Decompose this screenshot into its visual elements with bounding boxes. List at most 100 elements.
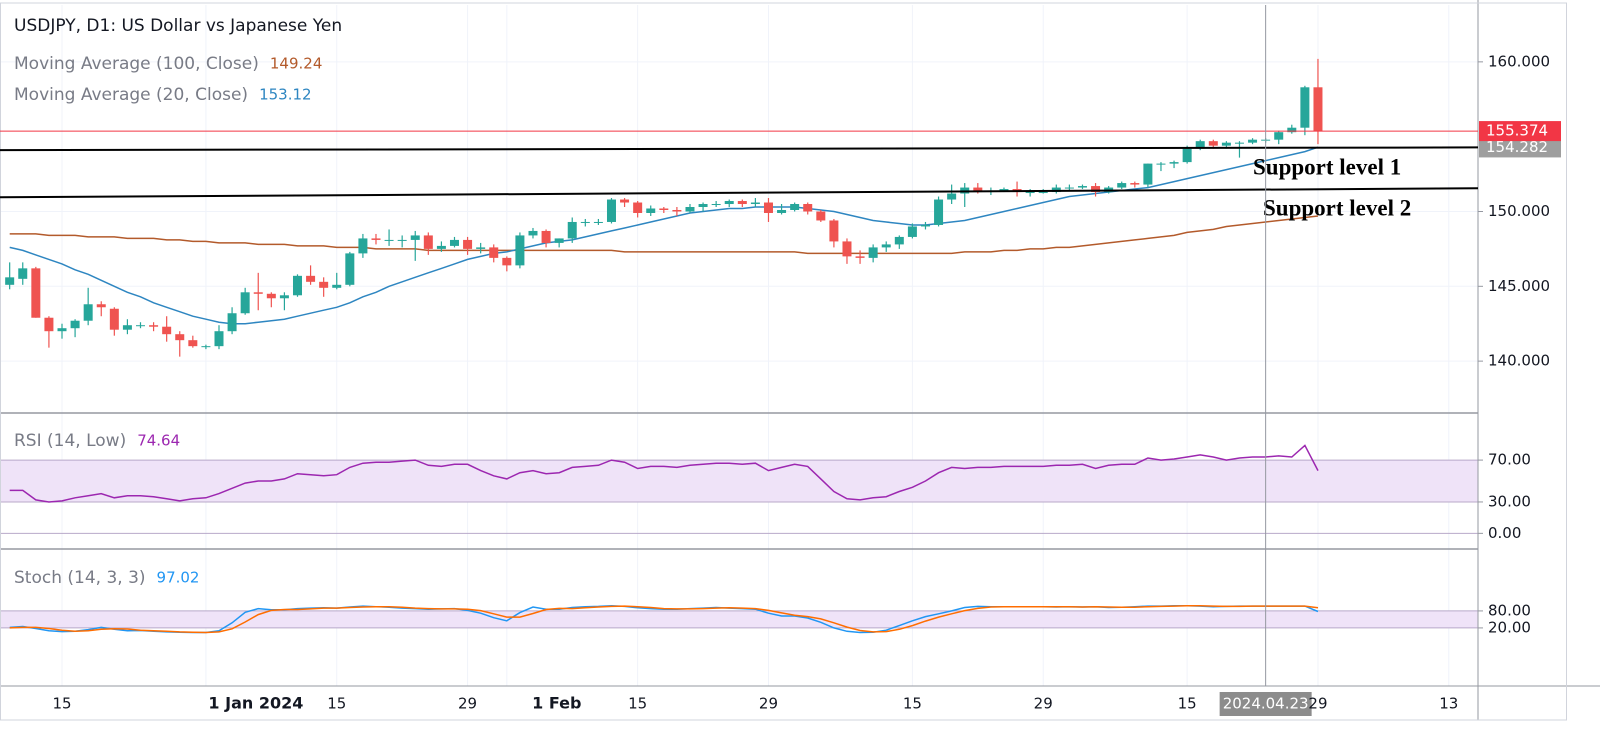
candle-body <box>423 235 433 249</box>
candle-body <box>894 236 904 245</box>
crosshair-label: 2024.04.23 <box>1223 695 1309 713</box>
series-line <box>9 605 1319 634</box>
frame <box>0 2 1567 721</box>
candle-body <box>685 207 695 212</box>
y-tick-label: 20.00 <box>1488 618 1531 636</box>
candle-body <box>934 199 944 225</box>
candle-body <box>476 247 486 249</box>
candle-body <box>332 284 342 288</box>
candle-body <box>580 221 590 223</box>
candle-body <box>345 253 355 285</box>
candle-body <box>175 334 185 341</box>
candle-body <box>5 277 15 285</box>
candle-body <box>1143 163 1153 185</box>
candle-body <box>319 281 329 288</box>
candle-body <box>1182 148 1192 163</box>
x-tick-label: 15 <box>52 695 71 713</box>
y-tick-label: 150.000 <box>1488 202 1550 220</box>
candle-body <box>515 235 525 266</box>
candle-body <box>96 304 106 308</box>
candle-body <box>162 326 172 335</box>
candle-body <box>1130 183 1140 185</box>
candle-body <box>737 201 747 205</box>
candle-body <box>1313 87 1323 132</box>
crosshair-label-bg <box>1219 692 1312 716</box>
candle-body <box>135 325 145 327</box>
legend-name: RSI (14, Low) <box>14 431 126 451</box>
candle-body <box>449 239 459 246</box>
candle-body <box>567 221 577 239</box>
x-tick-label: 29 <box>759 695 778 713</box>
candle-body <box>1248 139 1258 143</box>
panes <box>0 5 1478 686</box>
candle-body <box>201 346 211 348</box>
chart-title: USDJPY, D1: US Dollar vs Japanese Yen <box>14 16 342 36</box>
candle-body <box>410 235 420 240</box>
candle-body <box>1156 163 1166 165</box>
band <box>0 610 1478 628</box>
candle-body <box>541 230 551 243</box>
candle-body <box>57 328 67 332</box>
candle-body <box>803 204 813 212</box>
candle-body <box>502 257 512 266</box>
candle-body <box>947 193 957 200</box>
candle-body <box>920 224 930 227</box>
candle-body <box>149 325 159 327</box>
candle-body <box>279 295 289 299</box>
candle-body <box>881 244 891 248</box>
candle-body <box>1091 186 1101 193</box>
x-tick-label: 15 <box>903 695 922 713</box>
x-tick-label: 29 <box>1034 695 1053 713</box>
x-tick-label: 29 <box>1308 695 1327 713</box>
candle-body <box>606 199 616 222</box>
candle-body <box>70 320 80 329</box>
candle-body <box>384 239 394 241</box>
candle-body <box>698 204 708 208</box>
candle-body <box>1274 132 1284 140</box>
candle-body <box>371 238 381 240</box>
y-tick-label: 160.000 <box>1488 52 1550 70</box>
y-tick-label: 80.00 <box>1488 601 1531 619</box>
candle-body <box>855 256 865 258</box>
candle-body <box>842 241 852 257</box>
candle-body <box>463 239 473 249</box>
current-price-bg <box>1479 121 1561 142</box>
x-tick-label: 13 <box>1439 695 1458 713</box>
candle-body <box>1169 162 1179 164</box>
legend-value: 97.02 <box>157 569 200 587</box>
candle-body <box>122 325 132 330</box>
candle-body <box>18 268 28 279</box>
candle-body <box>620 199 630 203</box>
x-tick-label: 29 <box>458 695 477 713</box>
candle-body <box>724 201 734 205</box>
candle-body <box>829 220 839 242</box>
candle-body <box>109 308 119 330</box>
y-tick-label: 140.000 <box>1488 352 1550 370</box>
candle-body <box>1208 141 1218 146</box>
candle-body <box>1064 187 1074 189</box>
legend-name: Stoch (14, 3, 3) <box>14 568 146 588</box>
series-line <box>9 215 1319 255</box>
candle-body <box>528 230 538 236</box>
candle-body <box>292 275 302 296</box>
candle-body <box>214 331 224 347</box>
candle-body <box>188 340 198 347</box>
legend-value: 153.12 <box>259 86 312 104</box>
candle-body <box>593 221 603 223</box>
x-tick-label: 15 <box>1178 695 1197 713</box>
candle-body <box>646 208 656 213</box>
band <box>0 460 1478 502</box>
series-line <box>9 444 1319 503</box>
y-tick-label: 145.000 <box>1488 277 1550 295</box>
support-label: Support level 2 <box>1263 196 1411 221</box>
legend-value: 74.64 <box>137 432 180 450</box>
candle-body <box>999 189 1009 191</box>
candle-body <box>266 293 276 299</box>
candle-body <box>83 304 93 321</box>
candle-body <box>554 238 564 243</box>
candle-body <box>672 209 682 212</box>
candle-body <box>816 211 826 221</box>
candle-body <box>711 204 721 206</box>
x-tick-label: 15 <box>628 695 647 713</box>
